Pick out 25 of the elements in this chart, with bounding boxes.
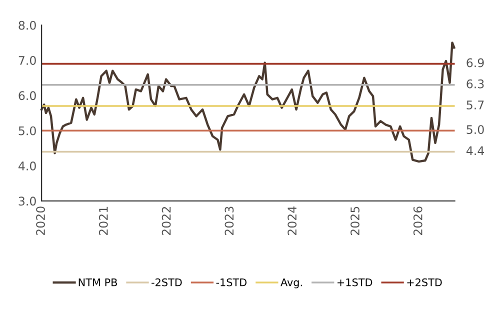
- text: 5.7: [466, 100, 484, 110]
- text: 6.9: [466, 58, 484, 68]
- x-tick-label: 2022: [162, 207, 171, 235]
- text: 5.0: [466, 125, 484, 134]
- legend-label: -1STD: [216, 278, 247, 286]
- legend-label: -2STD: [152, 278, 182, 286]
- y-tick-label: 3.0: [18, 196, 36, 206]
- x-tick-label: 2023: [224, 206, 234, 235]
- x-tick-label: 2020: [36, 206, 45, 235]
- legend-label: +2STD: [407, 278, 442, 286]
- legend-label: Avg.: [280, 278, 302, 288]
- y-tick-label: 7.0: [18, 56, 36, 65]
- y-tick-label: 4.0: [18, 162, 36, 170]
- legend-label: +1STD: [338, 278, 372, 286]
- line-series: [40, 42, 456, 163]
- text: 4.4: [466, 146, 484, 155]
- x-tick-label: 2021: [98, 206, 108, 235]
- x-tick-label: 2025: [350, 206, 360, 235]
- legend-label: NTM PB: [78, 278, 117, 286]
- x-tick-label: 2024: [288, 206, 297, 235]
- y-tick-label: 8.0: [18, 20, 36, 30]
- x-tick-label: 2026: [413, 206, 422, 235]
- y-tick-label: 6.0: [18, 91, 36, 100]
- text: 6.3: [466, 79, 484, 88]
- y-tick-label: 5.0: [18, 126, 36, 136]
